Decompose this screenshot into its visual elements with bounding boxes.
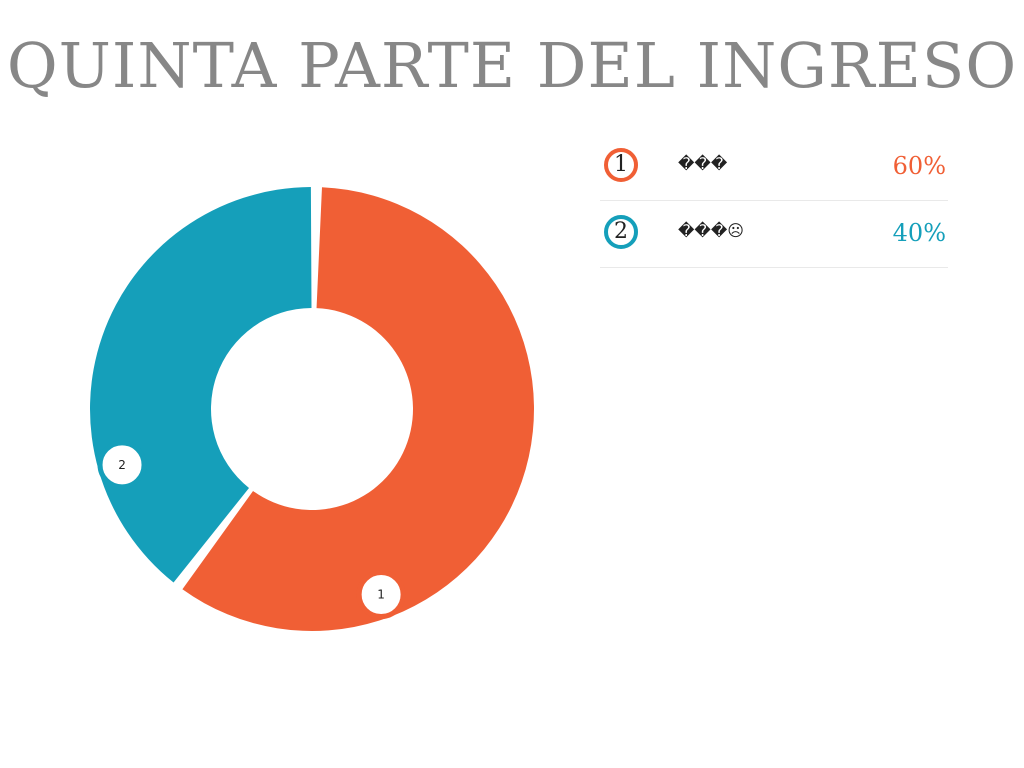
legend: 1 ��� 60% 2 ���☹ 40% xyxy=(600,134,948,268)
legend-value: 40% xyxy=(892,219,946,247)
legend-item: 2 ���☹ 40% xyxy=(600,201,948,268)
donut-slice-1 xyxy=(182,187,535,631)
slice-marker-ring xyxy=(356,570,406,620)
donut-chart: 12 xyxy=(90,187,535,631)
slice-marker-label: 1 xyxy=(377,588,385,602)
slice-marker-2: 2 xyxy=(97,440,147,490)
legend-item: 1 ��� 60% xyxy=(600,134,948,201)
legend-badge: 1 xyxy=(604,148,638,182)
legend-badge: 2 xyxy=(604,215,638,249)
legend-label: ���☹ xyxy=(678,221,744,240)
chart-title: QUINTA PARTE DEL INGRESO xyxy=(6,29,1018,102)
legend-label: ��� xyxy=(678,154,728,173)
slice-marker-ring xyxy=(97,440,147,490)
legend-value: 60% xyxy=(892,152,946,180)
slice-marker-label: 2 xyxy=(118,458,126,472)
slice-marker-1: 1 xyxy=(356,570,406,620)
donut-slice-2 xyxy=(90,187,312,583)
